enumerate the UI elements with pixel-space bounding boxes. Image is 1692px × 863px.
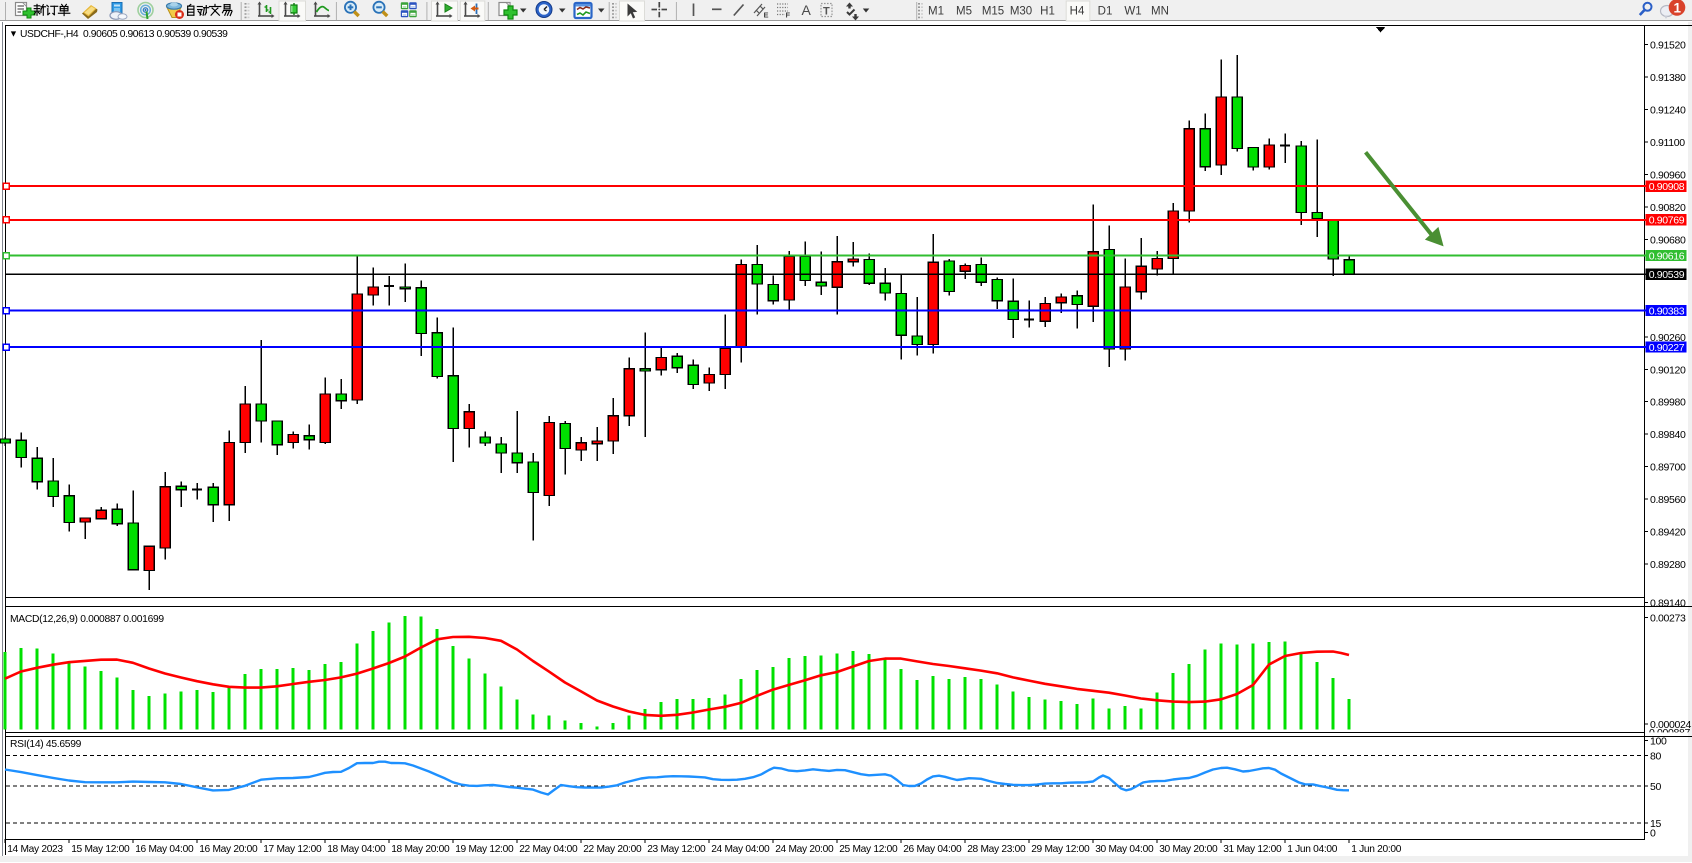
svg-text:0.89560: 0.89560 [1650, 494, 1686, 506]
svg-text:0.90539: 0.90539 [1649, 269, 1685, 281]
svg-text:30 May 20:00: 30 May 20:00 [1159, 844, 1218, 855]
svg-text:M30: M30 [1010, 6, 1032, 18]
svg-text:31 May 12:00: 31 May 12:00 [1223, 844, 1282, 855]
svg-text:0.89280: 0.89280 [1650, 559, 1686, 571]
svg-text:0.91520: 0.91520 [1650, 40, 1686, 52]
svg-text:1: 1 [1673, 1, 1681, 16]
svg-text:14 May 2023: 14 May 2023 [7, 844, 63, 855]
svg-text:0.90908: 0.90908 [1649, 181, 1685, 193]
svg-text:0.90680: 0.90680 [1650, 234, 1686, 246]
svg-text:M15: M15 [982, 6, 1004, 18]
svg-text:0.90227: 0.90227 [1649, 342, 1685, 354]
svg-text:0.90820: 0.90820 [1650, 202, 1686, 214]
svg-text:29 May 12:00: 29 May 12:00 [1031, 844, 1090, 855]
svg-text:19 May 12:00: 19 May 12:00 [455, 844, 514, 855]
svg-text:F: F [786, 11, 791, 20]
svg-text:16 May 04:00: 16 May 04:00 [135, 844, 194, 855]
svg-text:0.90383: 0.90383 [1649, 305, 1685, 317]
svg-text:MACD(12,26,9) 0.000887 0.00169: MACD(12,26,9) 0.000887 0.001699 [10, 614, 164, 625]
svg-text:T: T [823, 6, 830, 18]
svg-text:0.000024: 0.000024 [1650, 719, 1692, 731]
svg-text:0.00273: 0.00273 [1650, 613, 1686, 625]
svg-text:0: 0 [1650, 828, 1656, 840]
svg-text:RSI(14) 45.6599: RSI(14) 45.6599 [10, 739, 82, 750]
svg-text:16 May 20:00: 16 May 20:00 [199, 844, 258, 855]
svg-text:15 May 12:00: 15 May 12:00 [71, 844, 130, 855]
svg-text:25 May 12:00: 25 May 12:00 [839, 844, 898, 855]
svg-text:0.89980: 0.89980 [1650, 397, 1686, 409]
svg-text:E: E [764, 11, 769, 20]
svg-text:0.89140: 0.89140 [1650, 598, 1686, 610]
svg-text:22 May 04:00: 22 May 04:00 [519, 844, 578, 855]
svg-text:W1: W1 [1124, 6, 1141, 18]
svg-text:M1: M1 [928, 6, 944, 18]
svg-text:H1: H1 [1040, 6, 1055, 18]
svg-text:22 May 20:00: 22 May 20:00 [583, 844, 642, 855]
svg-text:0.90260: 0.90260 [1650, 332, 1686, 344]
svg-text:0.90616: 0.90616 [1649, 250, 1685, 262]
svg-text:0.89700: 0.89700 [1650, 462, 1686, 474]
svg-text:0.90120: 0.90120 [1650, 364, 1686, 376]
svg-text:0.89420: 0.89420 [1650, 527, 1686, 539]
svg-text:18 May 04:00: 18 May 04:00 [327, 844, 386, 855]
svg-text:24 May 04:00: 24 May 04:00 [711, 844, 770, 855]
svg-text:▼: ▼ [9, 29, 18, 39]
svg-text:17 May 12:00: 17 May 12:00 [263, 844, 322, 855]
svg-text:D1: D1 [1098, 6, 1113, 18]
svg-text:0.89840: 0.89840 [1650, 429, 1686, 441]
svg-text:30 May 04:00: 30 May 04:00 [1095, 844, 1154, 855]
svg-text:80: 80 [1650, 750, 1661, 762]
svg-text:0.91380: 0.91380 [1650, 72, 1686, 84]
svg-text:0.91100: 0.91100 [1650, 137, 1685, 149]
svg-text:50: 50 [1650, 781, 1661, 793]
svg-text:26 May 04:00: 26 May 04:00 [903, 844, 962, 855]
svg-text:0.90960: 0.90960 [1650, 170, 1686, 182]
svg-text:1 Jun 20:00: 1 Jun 20:00 [1351, 844, 1402, 855]
svg-text:23 May 12:00: 23 May 12:00 [647, 844, 706, 855]
svg-text:1 Jun 04:00: 1 Jun 04:00 [1287, 844, 1338, 855]
svg-text:24 May 20:00: 24 May 20:00 [775, 844, 834, 855]
svg-text:100: 100 [1650, 736, 1667, 748]
svg-text:15: 15 [1650, 818, 1661, 830]
svg-text:0.90769: 0.90769 [1649, 215, 1685, 227]
svg-text:28 May 23:00: 28 May 23:00 [967, 844, 1026, 855]
svg-text:H4: H4 [1070, 6, 1085, 18]
svg-text:18 May 20:00: 18 May 20:00 [391, 844, 450, 855]
svg-text:0.000887: 0.000887 [1649, 727, 1691, 739]
svg-text:M5: M5 [956, 6, 972, 18]
svg-text:USDCHF-,H4 0.90605 0.90613 0.: USDCHF-,H4 0.90605 0.90613 0.90539 0.905… [20, 29, 228, 40]
svg-text:0.91240: 0.91240 [1650, 105, 1686, 117]
svg-text:MN: MN [1151, 6, 1169, 18]
svg-text:A: A [802, 2, 812, 18]
